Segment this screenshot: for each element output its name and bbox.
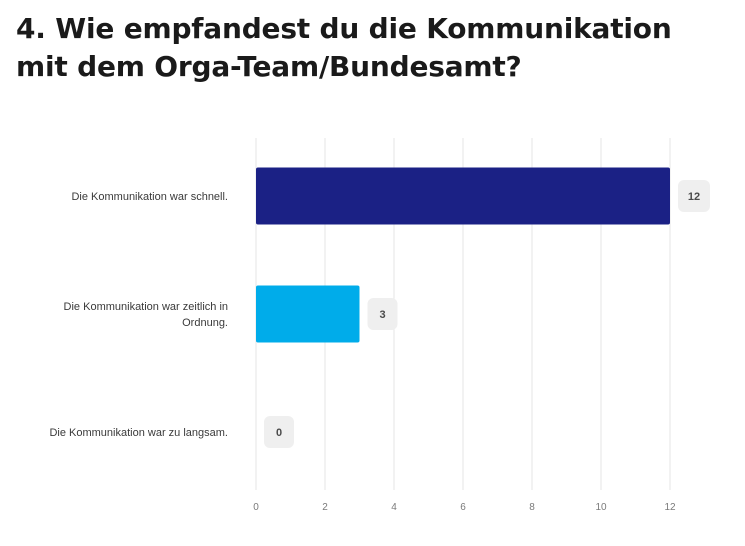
x-tick-label: 4 (391, 502, 397, 513)
x-tick-label: 0 (253, 502, 259, 513)
bar (256, 285, 360, 343)
value-label: 3 (379, 309, 385, 321)
bar (256, 167, 670, 225)
value-label: 0 (276, 427, 282, 439)
category-label: Die Kommunikation war zu langsam. (49, 427, 228, 439)
value-badge (367, 298, 398, 330)
x-tick-label: 6 (460, 502, 466, 513)
category-label: Die Kommunikation war schnell. (71, 191, 228, 203)
chart-title: 4. Wie empfandest du die Kommunikation m… (16, 12, 672, 83)
x-tick-label: 12 (664, 502, 676, 513)
x-tick-label: 10 (595, 502, 607, 513)
category-label: Die Kommunikation war zeitlich in Ordnung… (64, 301, 228, 329)
value-badge (678, 180, 710, 212)
value-label: 12 (688, 191, 700, 203)
value-badge (264, 416, 294, 448)
x-tick-label: 2 (322, 502, 328, 513)
x-tick-label: 8 (529, 502, 535, 513)
